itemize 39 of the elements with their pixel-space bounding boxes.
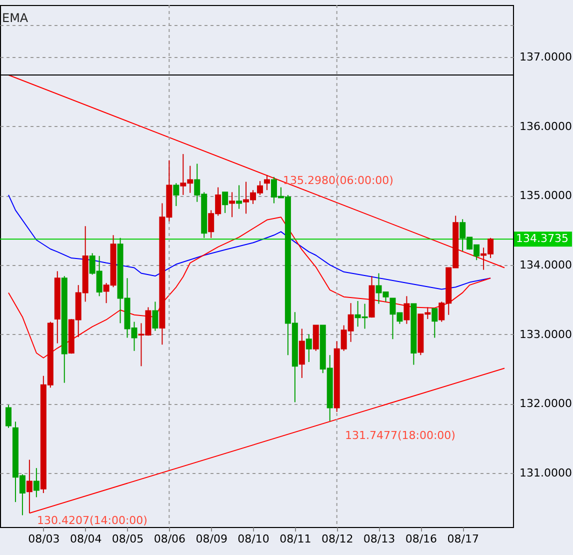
candlestick <box>173 182 180 207</box>
y-tick-label: 136.0000 <box>520 120 572 133</box>
candlestick <box>312 324 319 352</box>
candlestick <box>306 334 312 363</box>
candlestick <box>298 328 305 378</box>
line-series <box>8 216 492 358</box>
annotation: 130.4207(14:00:00) <box>37 514 148 527</box>
x-tick-label: 08/04 <box>70 532 102 546</box>
candlestick <box>264 174 270 191</box>
candlestick <box>404 296 410 324</box>
ref-line-label: 134.3735 <box>516 232 568 246</box>
candlestick <box>5 404 12 428</box>
y-tick-label: 134.0000 <box>520 258 572 272</box>
text: EMA <box>2 11 29 25</box>
x-tick-label: 08/17 <box>447 532 479 546</box>
x-tick-label: 08/10 <box>238 532 270 546</box>
annotation: 135.2980(06:00:00) <box>283 174 394 187</box>
y-tick-label: 135.0000 <box>520 189 572 202</box>
annotation: 131.7477(18:00:00) <box>345 429 456 442</box>
y-tick-label: 131.0000 <box>520 466 572 480</box>
candlestick <box>236 184 242 210</box>
y-tick-label: 137.0000 <box>520 50 572 64</box>
candlestick <box>432 308 438 338</box>
y-tick-label: 132.0000 <box>520 397 572 410</box>
candlestick <box>229 192 236 218</box>
x-tick-label: 08/03 <box>28 532 60 546</box>
x-tick-label: 08/12 <box>321 532 354 546</box>
line-series <box>8 194 492 290</box>
x-tick-label: 08/05 <box>112 532 144 546</box>
x-tick-label: 08/11 <box>280 532 312 546</box>
candlestick <box>152 301 158 332</box>
y-tick-label: 133.0000 <box>520 328 572 341</box>
x-tick-label: 08/16 <box>405 532 438 546</box>
candlestick <box>33 468 40 498</box>
x-tick-label: 08/13 <box>363 532 396 546</box>
candlestick <box>26 459 32 514</box>
x-tick-label: 08/09 <box>196 532 228 546</box>
candlestick <box>222 192 228 214</box>
x-tick-label: 08/06 <box>154 532 186 546</box>
